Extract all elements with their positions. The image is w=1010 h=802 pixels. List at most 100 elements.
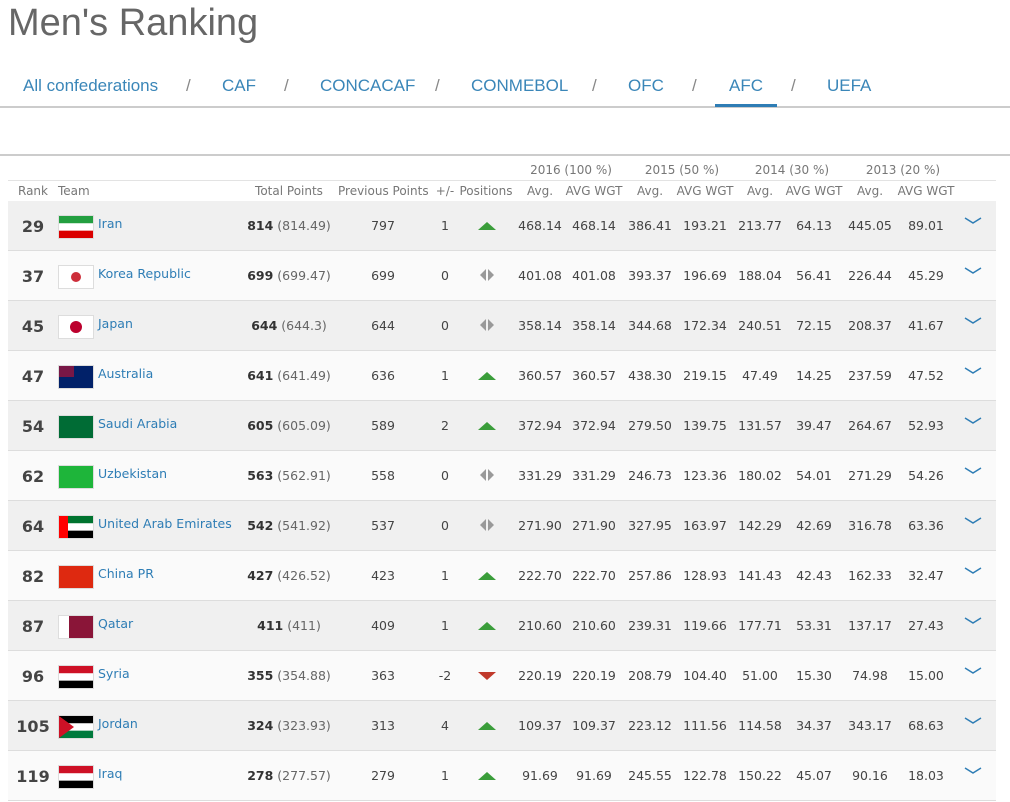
nav-tab[interactable]: AFC [729,76,763,95]
nav-tab[interactable]: CAF [222,76,256,95]
table-row: 62 Uzbekistan 563 (562.91) 558 0 331.29 331.29… [8,451,996,501]
team-link[interactable]: Iraq [98,766,123,781]
chevron-shape [964,317,982,324]
total-points-rounded: 814 [247,218,274,233]
total-points-rounded: 563 [247,468,274,483]
flag-stripe [59,523,93,531]
score-value: 15.30 [796,668,832,683]
flag-stripe [59,716,93,724]
total-points: 563 (562.91) [229,468,349,483]
expand-chevron[interactable] [963,465,983,477]
nav-tab[interactable]: OFC [628,76,664,95]
total-points: 542 (541.92) [229,518,349,533]
team-link[interactable]: Qatar [98,616,134,631]
expand-chevron[interactable] [963,765,983,777]
total-points: 699 (699.47) [229,268,349,283]
expand-chevron[interactable] [963,265,983,277]
flag-stripe [59,230,93,238]
position-change: 2 [441,418,449,433]
arrow-shape [478,222,496,230]
table-row: 45 Japan 644 (644.3) 644 0 358.14 358.14 344.68… [8,301,996,351]
score-value: 139.75 [683,418,727,433]
nav-tab[interactable]: UEFA [827,76,872,95]
expand-chevron[interactable] [963,215,983,227]
score-value: 401.08 [572,268,616,283]
expand-chevron[interactable] [963,365,983,377]
column-header: Positions [459,184,513,198]
team-link[interactable]: Saudi Arabia [98,416,178,431]
team-link[interactable]: United Arab Emirates [98,516,232,531]
arrow-shape [478,372,496,380]
group-header: 2016 (100 %) [530,163,612,177]
previous-points: 699 [371,268,395,283]
rank: 45 [21,317,45,336]
chevron-shape [964,217,982,224]
previous-points: 558 [371,468,395,483]
position-change: 0 [441,318,449,333]
flag-emblem [70,321,82,333]
team-link[interactable]: China PR [98,566,154,581]
flag [58,565,94,589]
score-value: 271.90 [518,518,562,533]
score-value: 401.08 [518,268,562,283]
flag-stripe [59,673,93,681]
nav-tab[interactable]: CONMEBOL [471,76,569,95]
chevron-shape [964,517,982,524]
chevron-shape [964,567,982,574]
previous-points: 423 [371,568,395,583]
team-link[interactable]: Uzbekistan [98,466,168,481]
nav-tab[interactable]: CONCACAF [320,76,416,95]
score-value: 226.44 [848,268,892,283]
expand-chevron[interactable] [963,565,983,577]
position-change: -2 [438,668,452,683]
total-points-exact: (814.49) [277,218,331,233]
score-value: 343.17 [848,718,892,733]
team-link[interactable]: Japan [98,316,133,331]
nav-separator: / [186,76,191,95]
total-points: 355 (354.88) [229,668,349,683]
column-header: AVG WGT [897,184,955,198]
expand-chevron[interactable] [963,665,983,677]
flag-stripe [59,530,93,538]
total-points-rounded: 699 [247,268,274,283]
score-value: 34.37 [796,718,832,733]
group-header: 2013 (20 %) [865,163,941,177]
team-link[interactable]: Iran [98,216,123,231]
rank: 96 [21,667,45,686]
total-points-exact: (277.57) [277,768,331,783]
nav-tab[interactable]: All confederations [23,76,159,95]
flag-canton [59,366,74,377]
flag-stripe [59,723,93,731]
flag-stripe [59,223,93,231]
score-value: 219.15 [683,368,727,383]
team-link[interactable]: Korea Republic [98,266,191,281]
score-value: 27.43 [908,618,944,633]
expand-chevron[interactable] [963,415,983,427]
team-link[interactable]: Syria [98,666,130,681]
score-value: 14.25 [796,368,832,383]
score-value: 64.13 [796,218,832,233]
expand-chevron[interactable] [963,615,983,627]
score-value: 172.34 [683,318,727,333]
score-value: 220.19 [572,668,616,683]
team-link[interactable]: Australia [98,366,154,381]
expand-chevron[interactable] [963,315,983,327]
total-points-exact: (644.3) [281,318,327,333]
expand-chevron[interactable] [963,715,983,727]
score-value: 331.29 [572,468,616,483]
score-value: 68.63 [908,718,944,733]
score-value: 162.33 [848,568,892,583]
expand-chevron[interactable] [963,515,983,527]
down-arrow [478,672,496,680]
column-header: Total Points [255,184,323,198]
rank: 64 [21,517,45,536]
column-header: Team [58,184,90,198]
score-value: 210.60 [572,618,616,633]
rank: 47 [21,367,45,386]
column-header: Avg. [636,184,664,198]
team-link[interactable]: Jordan [98,716,138,731]
column-header: AVG WGT [565,184,623,198]
chevron-shape [964,767,982,774]
score-value: 54.01 [796,468,832,483]
